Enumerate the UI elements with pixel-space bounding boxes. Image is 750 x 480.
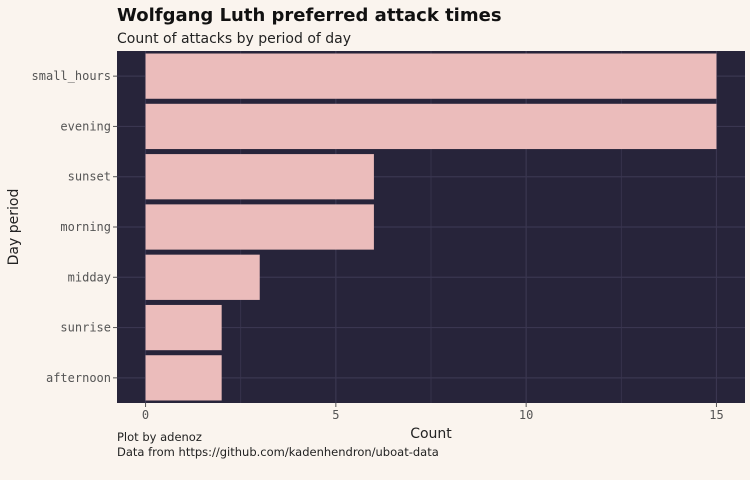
x-tick-label: 10 [519,408,533,422]
y-tick-label: sunset [68,170,111,184]
bar-sunrise [145,304,222,351]
y-tick-label: morning [60,220,111,234]
chart-title: Wolfgang Luth preferred attack times [117,5,502,26]
x-axis-label: Count [410,426,452,442]
y-tick-label: midday [68,270,111,284]
x-tick-label: 5 [332,408,339,422]
bar-midday [145,254,260,300]
bar-evening [145,103,717,150]
bars [145,53,717,401]
bar-afternoon [145,355,222,401]
bar-sunset [145,154,374,200]
chart-subtitle: Count of attacks by period of day [117,31,351,47]
caption-line-1: Plot by adenoz [117,430,202,444]
x-axis-ticks: 0 5 10 15 [142,403,724,422]
bar-morning [145,204,374,250]
bar-small_hours [145,53,717,99]
y-tick-label: evening [60,119,111,133]
y-tick-label: sunrise [60,321,111,335]
x-tick-label: 0 [142,408,149,422]
y-tick-label: small_hours [32,69,111,83]
x-tick-label: 15 [709,408,723,422]
caption-line-2: Data from https://github.com/kadenhendro… [117,445,439,459]
y-tick-label: afternoon [46,371,111,385]
y-axis-label: Day period [6,189,22,266]
